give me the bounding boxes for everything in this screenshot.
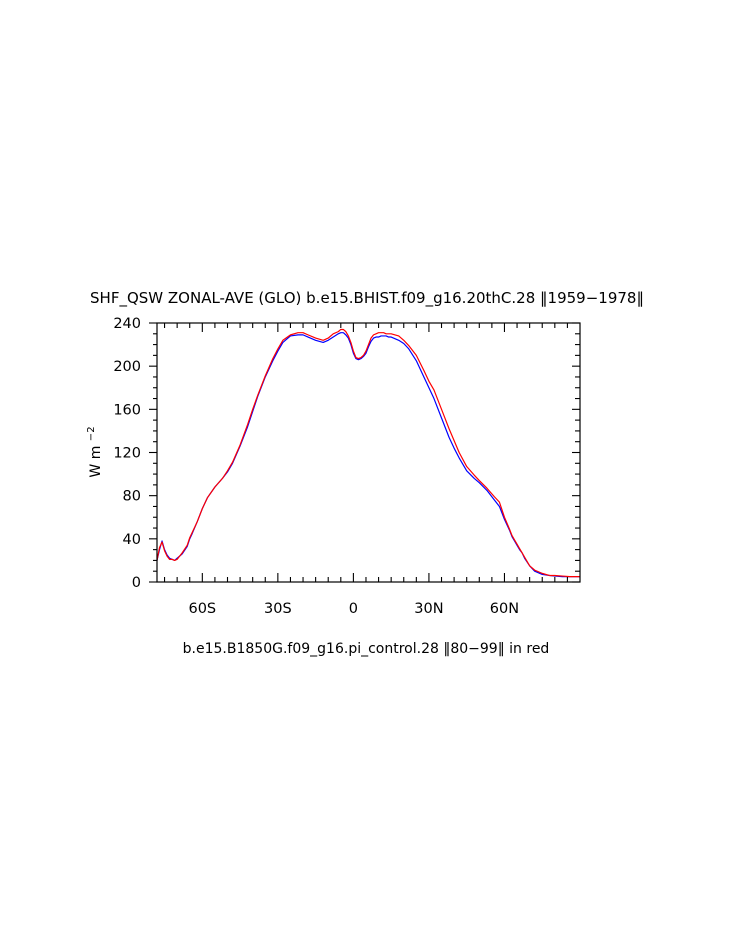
y-tick-label: 200 <box>113 359 141 375</box>
y-tick-label: 240 <box>113 316 141 332</box>
x-tick-label: 0 <box>349 601 358 617</box>
x-tick-label: 60N <box>490 601 519 617</box>
y-axis-label-exponent: −2 <box>86 426 97 441</box>
ticks-group: 60S 30S 0 30N 60N 0 40 80 120 160 200 240 <box>113 316 580 617</box>
x-tick-label: 60S <box>188 601 216 617</box>
series-line-hist-blue <box>157 333 580 577</box>
y-axis-label-base: W m <box>88 446 104 478</box>
chart-title: SHF_QSW ZONAL-AVE (GLO) b.e15.BHIST.f09_… <box>90 289 644 308</box>
y-tick-label: 160 <box>113 402 141 418</box>
y-tick-label: 120 <box>113 446 141 462</box>
chart-subtitle-years: 80−99 <box>450 641 497 657</box>
chart-subtitle-case: b.e15.B1850G.f09_g16.pi_control.28 <box>183 641 439 657</box>
y-tick-label: 0 <box>132 575 141 591</box>
y-axis-label: W m −2 <box>86 426 104 477</box>
chart-subtitle-suffix: in red <box>509 641 549 657</box>
chart-subtitle: b.e15.B1850G.f09_g16.pi_control.28 ‖80−9… <box>183 641 550 657</box>
y-tick-label: 40 <box>123 532 141 548</box>
series-line-control-red <box>157 329 580 576</box>
y-tick-label: 80 <box>123 489 141 505</box>
chart-title-main: SHF_QSW ZONAL-AVE (GLO) b.e15.BHIST.f09_… <box>90 289 535 308</box>
x-tick-label: 30S <box>264 601 292 617</box>
series-group <box>157 329 580 576</box>
x-tick-label: 30N <box>414 601 443 617</box>
chart-title-years: 1959−1978 <box>548 289 637 307</box>
